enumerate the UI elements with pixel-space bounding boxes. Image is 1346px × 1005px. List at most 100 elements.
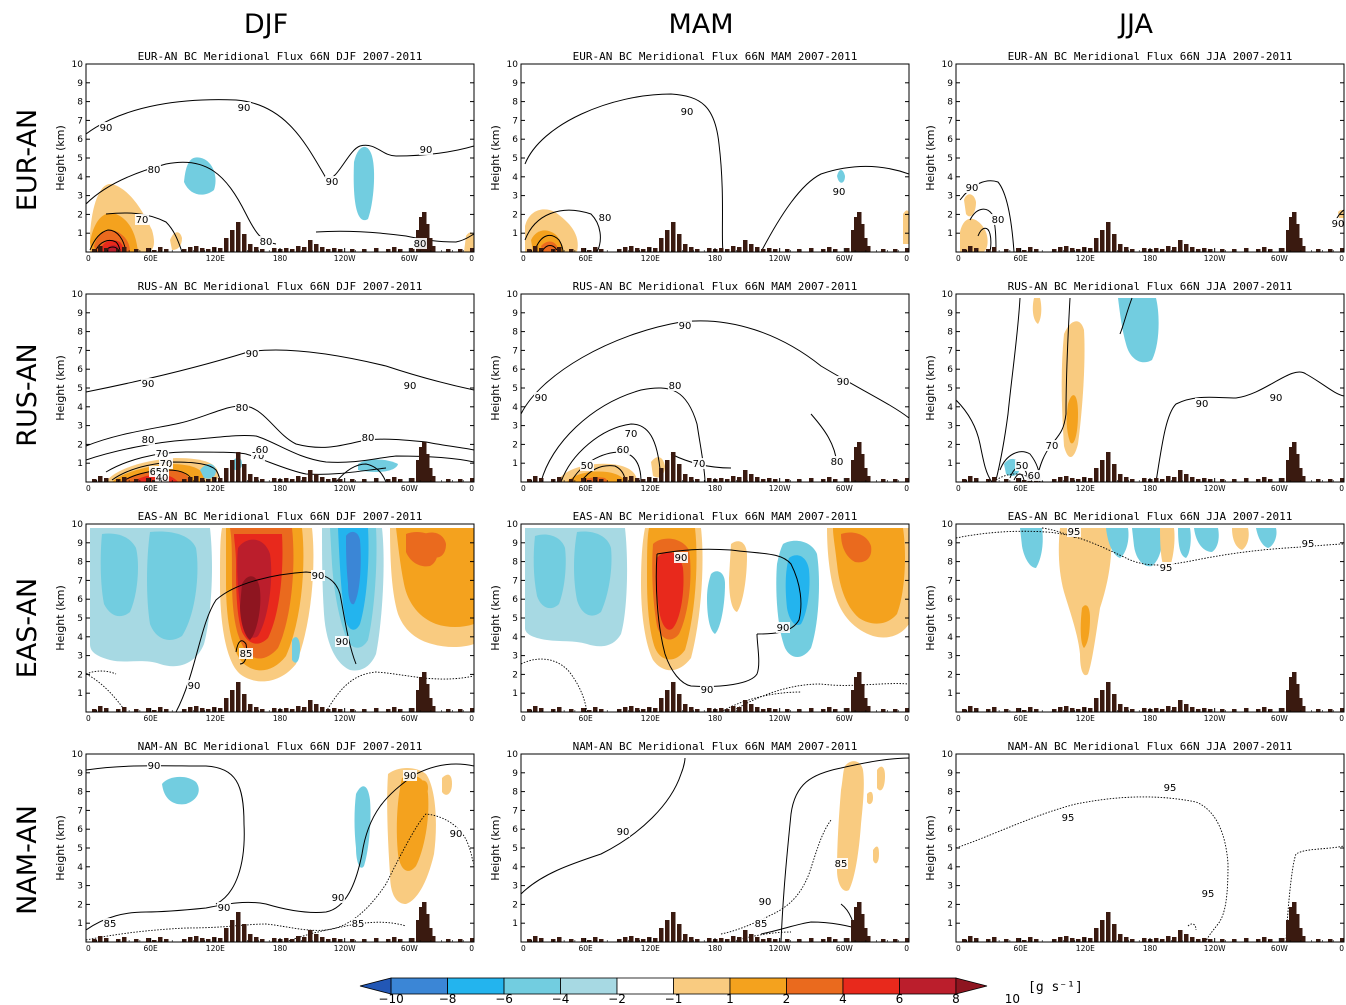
contour-label: 90 [836,376,850,388]
topography-bar [1208,709,1213,712]
svg-text:95: 95 [1164,783,1177,794]
topography-bar [881,939,886,942]
topography-bar [272,248,277,252]
panel-title: NAM-AN BC Meridional Flux 66N JJA 2007-2… [1008,740,1293,753]
topography-bar [1058,707,1063,712]
topography-bar [1202,938,1207,942]
topography-bar [1340,938,1344,942]
panel-eur-an-mam: EUR-AN BC Meridional Flux 66N MAM 2007-2… [489,50,910,263]
topography-bar [593,707,598,712]
colorbar-swatch [842,977,900,995]
x-tick-label: 60E [579,484,594,493]
topography-bar [755,477,760,482]
flux-fill [1066,395,1078,444]
topography-bar [1016,248,1021,252]
contour-label: 95 [1067,526,1081,538]
topography-bar [398,249,403,252]
contour-label: 90 [141,378,155,390]
panel-title: EAS-AN BC Meridional Flux 66N DJF 2007-2… [138,510,423,523]
x-tick-label: 60W [1271,484,1289,493]
x-tick-label: 60W [836,714,854,723]
svg-text:90: 90 [188,681,201,692]
topography-bar [743,700,748,712]
topography-bar [428,928,433,942]
contour-line [89,229,127,252]
topography-bar [527,939,532,942]
topography-bar [767,478,772,482]
panel-rus-an-mam: RUS-AN BC Meridional Flux 66N MAM 2007-2… [489,280,910,493]
x-tick-label: 0 [469,944,474,953]
topography-bar [599,709,604,712]
topography-bar [1292,672,1297,712]
y-tick-label: 2 [947,440,953,450]
y-tick-label: 6 [512,365,518,375]
topography-bar [1106,452,1111,482]
topography-bar [410,938,415,942]
y-tick-label: 4 [77,633,83,643]
topography-bar [206,249,211,252]
contour-line [521,320,909,419]
x-tick-label: 120E [641,714,660,723]
contour-label: 40 [155,472,169,482]
x-tick-label: 60E [579,944,594,953]
topography-bar [905,478,909,482]
topography-bar [1058,937,1063,942]
topography-bar [653,478,658,482]
svg-text:80: 80 [599,213,612,224]
x-tick-label: 60W [401,254,419,263]
topography-bar [962,709,967,712]
topography-bar [1340,478,1344,482]
topography-bar [272,708,277,712]
topography-bar [1268,479,1273,482]
topography-bar [1298,928,1303,942]
topography-bar [1232,709,1237,712]
topography-bar [623,707,628,712]
y-tick-label: 7 [512,116,518,126]
topography-bar [653,708,658,712]
topography-bar [230,920,235,942]
y-tick-label: 4 [77,173,83,183]
flux-fill [574,531,612,616]
topography-bar [1298,238,1303,252]
topography-bar [431,936,436,942]
y-tick-label: 1 [947,689,953,699]
topography-bar [470,708,474,712]
topography-bar [332,478,337,482]
topography-bar [419,907,424,942]
topography-bar [206,479,211,482]
topography-bar [974,938,979,942]
y-axis-label: Height (km) [489,355,502,421]
topography-bar [284,248,289,252]
topography-bar [866,246,871,252]
topography-bar [194,936,199,942]
x-tick-label: 120E [641,254,660,263]
topography-bar [785,479,790,482]
topography-bar [1166,706,1171,712]
topography-bar [314,934,319,942]
y-axis-label: Height (km) [924,355,937,421]
svg-text:90: 90 [617,827,630,838]
flux-fill [346,531,361,605]
y-tick-label: 5 [947,844,953,854]
topography-bar [458,939,463,942]
topography-bar [725,709,730,712]
y-tick-label: 3 [947,192,953,202]
x-tick-label: 60E [144,944,159,953]
topography-bar [1172,937,1177,942]
topography-bar [419,447,424,482]
y-tick-label: 8 [512,558,518,568]
y-tick-label: 5 [77,384,83,394]
y-axis-label: Height (km) [489,585,502,651]
topography-bar [863,928,868,942]
topography-bar [683,704,688,712]
topography-bar [860,914,865,942]
topography-bar [1328,249,1333,252]
topography-bar [188,247,193,252]
topography-bar [290,709,295,712]
topography-bar [1298,468,1303,482]
svg-text:90: 90 [759,897,772,908]
topography-bar [974,478,979,482]
topography-bar [1316,479,1321,482]
topography-bar [1022,940,1027,942]
flux-fill [1132,528,1163,567]
